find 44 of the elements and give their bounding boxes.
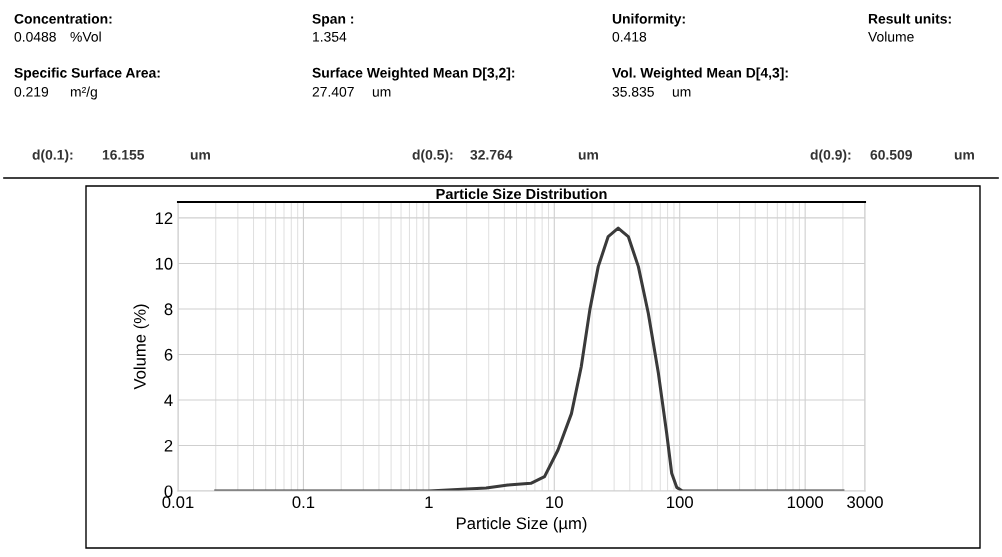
text: um xyxy=(672,89,691,97)
y-axis-title: Volume (%) xyxy=(133,304,150,390)
text: 0.219 xyxy=(14,86,49,97)
x-tick-label: 1000 xyxy=(787,496,824,509)
x-tick-label: 0.1 xyxy=(292,496,315,509)
y-tick-label: 10 xyxy=(155,257,173,270)
text: Uniformity: xyxy=(612,13,685,27)
y-tick-label: 6 xyxy=(164,348,173,361)
text: um xyxy=(190,152,210,160)
text: 1.354 xyxy=(313,31,347,42)
text: um xyxy=(954,152,974,160)
x-tick-label: 100 xyxy=(667,496,693,509)
text: 60.509 xyxy=(870,149,912,160)
chart-title: Particle Size Distribution xyxy=(436,188,607,200)
text: 32.764 xyxy=(470,149,513,160)
text: Span : xyxy=(312,13,354,27)
text: d(0.9): xyxy=(810,149,851,163)
text: Concentration: xyxy=(14,13,112,24)
text: 0.418 xyxy=(612,31,647,42)
text: Specific Surface Area: xyxy=(14,67,160,81)
text: d(0.5): xyxy=(412,149,453,163)
text: um xyxy=(372,89,391,97)
x-axis-title: Particle Size (µm) xyxy=(456,516,587,533)
y-tick-label: 4 xyxy=(164,394,173,407)
x-tick-label: 3000 xyxy=(847,496,883,509)
text: Result units: xyxy=(868,13,951,24)
y-tick-label: 2 xyxy=(164,439,173,452)
text: Surface Weighted Mean D[3,2]: xyxy=(312,67,515,81)
text: 27.407 xyxy=(312,86,354,97)
x-tick-label: 1 xyxy=(425,496,433,508)
text: 0.0488 xyxy=(14,31,56,42)
y-tick-label: 0 xyxy=(164,485,173,498)
y-tick-label: 12 xyxy=(155,212,173,224)
text: 16.155 xyxy=(102,149,145,160)
text: d(0.1): xyxy=(32,149,73,163)
text: 35.835 xyxy=(612,86,654,97)
text: Vol. Weighted Mean D[4,3]: xyxy=(612,67,788,81)
text: %Vol xyxy=(70,31,101,42)
text: um xyxy=(578,152,598,160)
y-tick-label: 8 xyxy=(164,303,173,316)
x-tick-label: 10 xyxy=(546,496,563,509)
text: Volume xyxy=(868,31,914,42)
text: m²/g xyxy=(70,86,97,100)
x-tick-label: 0.01 xyxy=(162,496,194,509)
